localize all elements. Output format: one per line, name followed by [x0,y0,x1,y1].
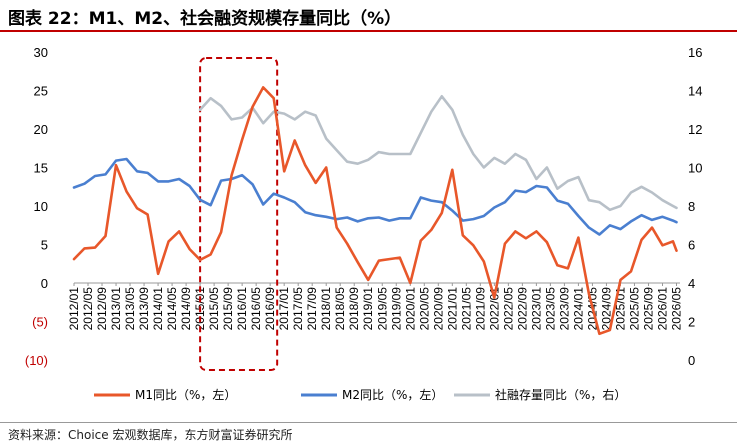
x-tick-label: 2023/05 [543,287,557,331]
x-tick-label: 2017/09 [305,287,319,331]
x-tick-label: 2017/05 [291,287,305,331]
title-rule [0,30,737,32]
left-tick-label: (10) [25,353,48,368]
left-tick-label: 5 [41,238,48,253]
x-tick-label: 2021/05 [459,287,473,331]
left-tick-label: 25 [34,84,48,99]
x-tick-label: 2024/01 [571,287,585,331]
x-tick-label: 2020/05 [417,287,431,331]
highlight-box [199,57,279,371]
right-tick-label: 14 [688,84,702,99]
x-tick-label: 2016/05 [249,287,263,331]
x-tick-label: 2018/09 [347,287,361,331]
right-tick-label: 12 [688,122,702,137]
series-lines [72,86,678,336]
left-tick-label: 10 [34,199,48,214]
legend-label: M2同比（%，左） [342,387,443,402]
x-tick-label: 2020/09 [431,287,445,331]
x-tick-label: 2012/01 [67,287,81,331]
x-tick-label: 2023/01 [529,287,543,331]
right-tick-label: 16 [688,45,702,60]
x-tick-label: 2013/05 [123,287,137,331]
x-tick-label: 2018/01 [319,287,333,331]
m2-line [72,157,678,236]
x-tick-label: 2024/09 [599,287,613,331]
x-tick-label: 2022/05 [501,287,515,331]
x-tick-label: 2019/01 [361,287,375,331]
right-tick-label: 2 [688,315,695,330]
x-tick-label: 2015/05 [207,287,221,331]
x-tick-label: 2016/01 [235,287,249,331]
left-tick-label: (5) [32,315,48,330]
x-tick-label: 2023/09 [557,287,571,331]
right-tick-label: 10 [688,161,702,176]
x-tick-label: 2013/01 [109,287,123,331]
x-tick-label: 2012/09 [95,287,109,331]
x-tick-label: 2026/05 [669,287,683,331]
left-tick-label: 30 [34,45,48,60]
x-tick-label: 2013/09 [137,287,151,331]
x-tick-label: 2022/09 [515,287,529,331]
x-tick-label: 2018/05 [333,287,347,331]
highlight-dashed-box [199,57,279,371]
left-tick-label: 0 [41,276,48,291]
left-tick-label: 15 [34,161,48,176]
x-tick-label: 2019/05 [375,287,389,331]
x-tick-label: 2025/05 [627,287,641,331]
right-tick-label: 4 [688,276,695,291]
left-tick-label: 20 [34,122,48,137]
x-tick-label: 2014/05 [165,287,179,331]
x-tick-label: 2021/01 [445,287,459,331]
x-tick-label: 2020/01 [403,287,417,331]
x-tick-label: 2026/01 [655,287,669,331]
x-tick-label: 2016/09 [263,287,277,331]
source-rule [0,422,737,423]
source-note: 资料来源：Choice 宏观数据库，东方财富证券研究所 [8,428,293,442]
legend-label: M1同比（%，左） [135,387,236,402]
x-tick-label: 2022/01 [487,287,501,331]
m1-line [72,86,678,336]
x-tick-label: 2017/01 [277,287,291,331]
chart-title: 图表 22：M1、M2、社会融资规模存量同比（%） [8,9,402,29]
right-tick-label: 0 [688,353,695,368]
x-tick-label: 2019/09 [389,287,403,331]
x-tick-label: 2015/09 [221,287,235,331]
x-tick-label: 2014/01 [151,287,165,331]
right-tick-label: 6 [688,238,695,253]
x-tick-label: 2012/05 [81,287,95,331]
tsf-line [198,94,678,212]
right-tick-label: 8 [688,199,695,214]
x-tick-label: 2025/09 [641,287,655,331]
legend: M1同比（%，左） M2同比（%，左） 社融存量同比（%，右） [94,387,626,402]
legend-label: 社融存量同比（%，右） [495,387,626,402]
x-tick-label: 2014/09 [179,287,193,331]
x-tick-label: 2021/09 [473,287,487,331]
